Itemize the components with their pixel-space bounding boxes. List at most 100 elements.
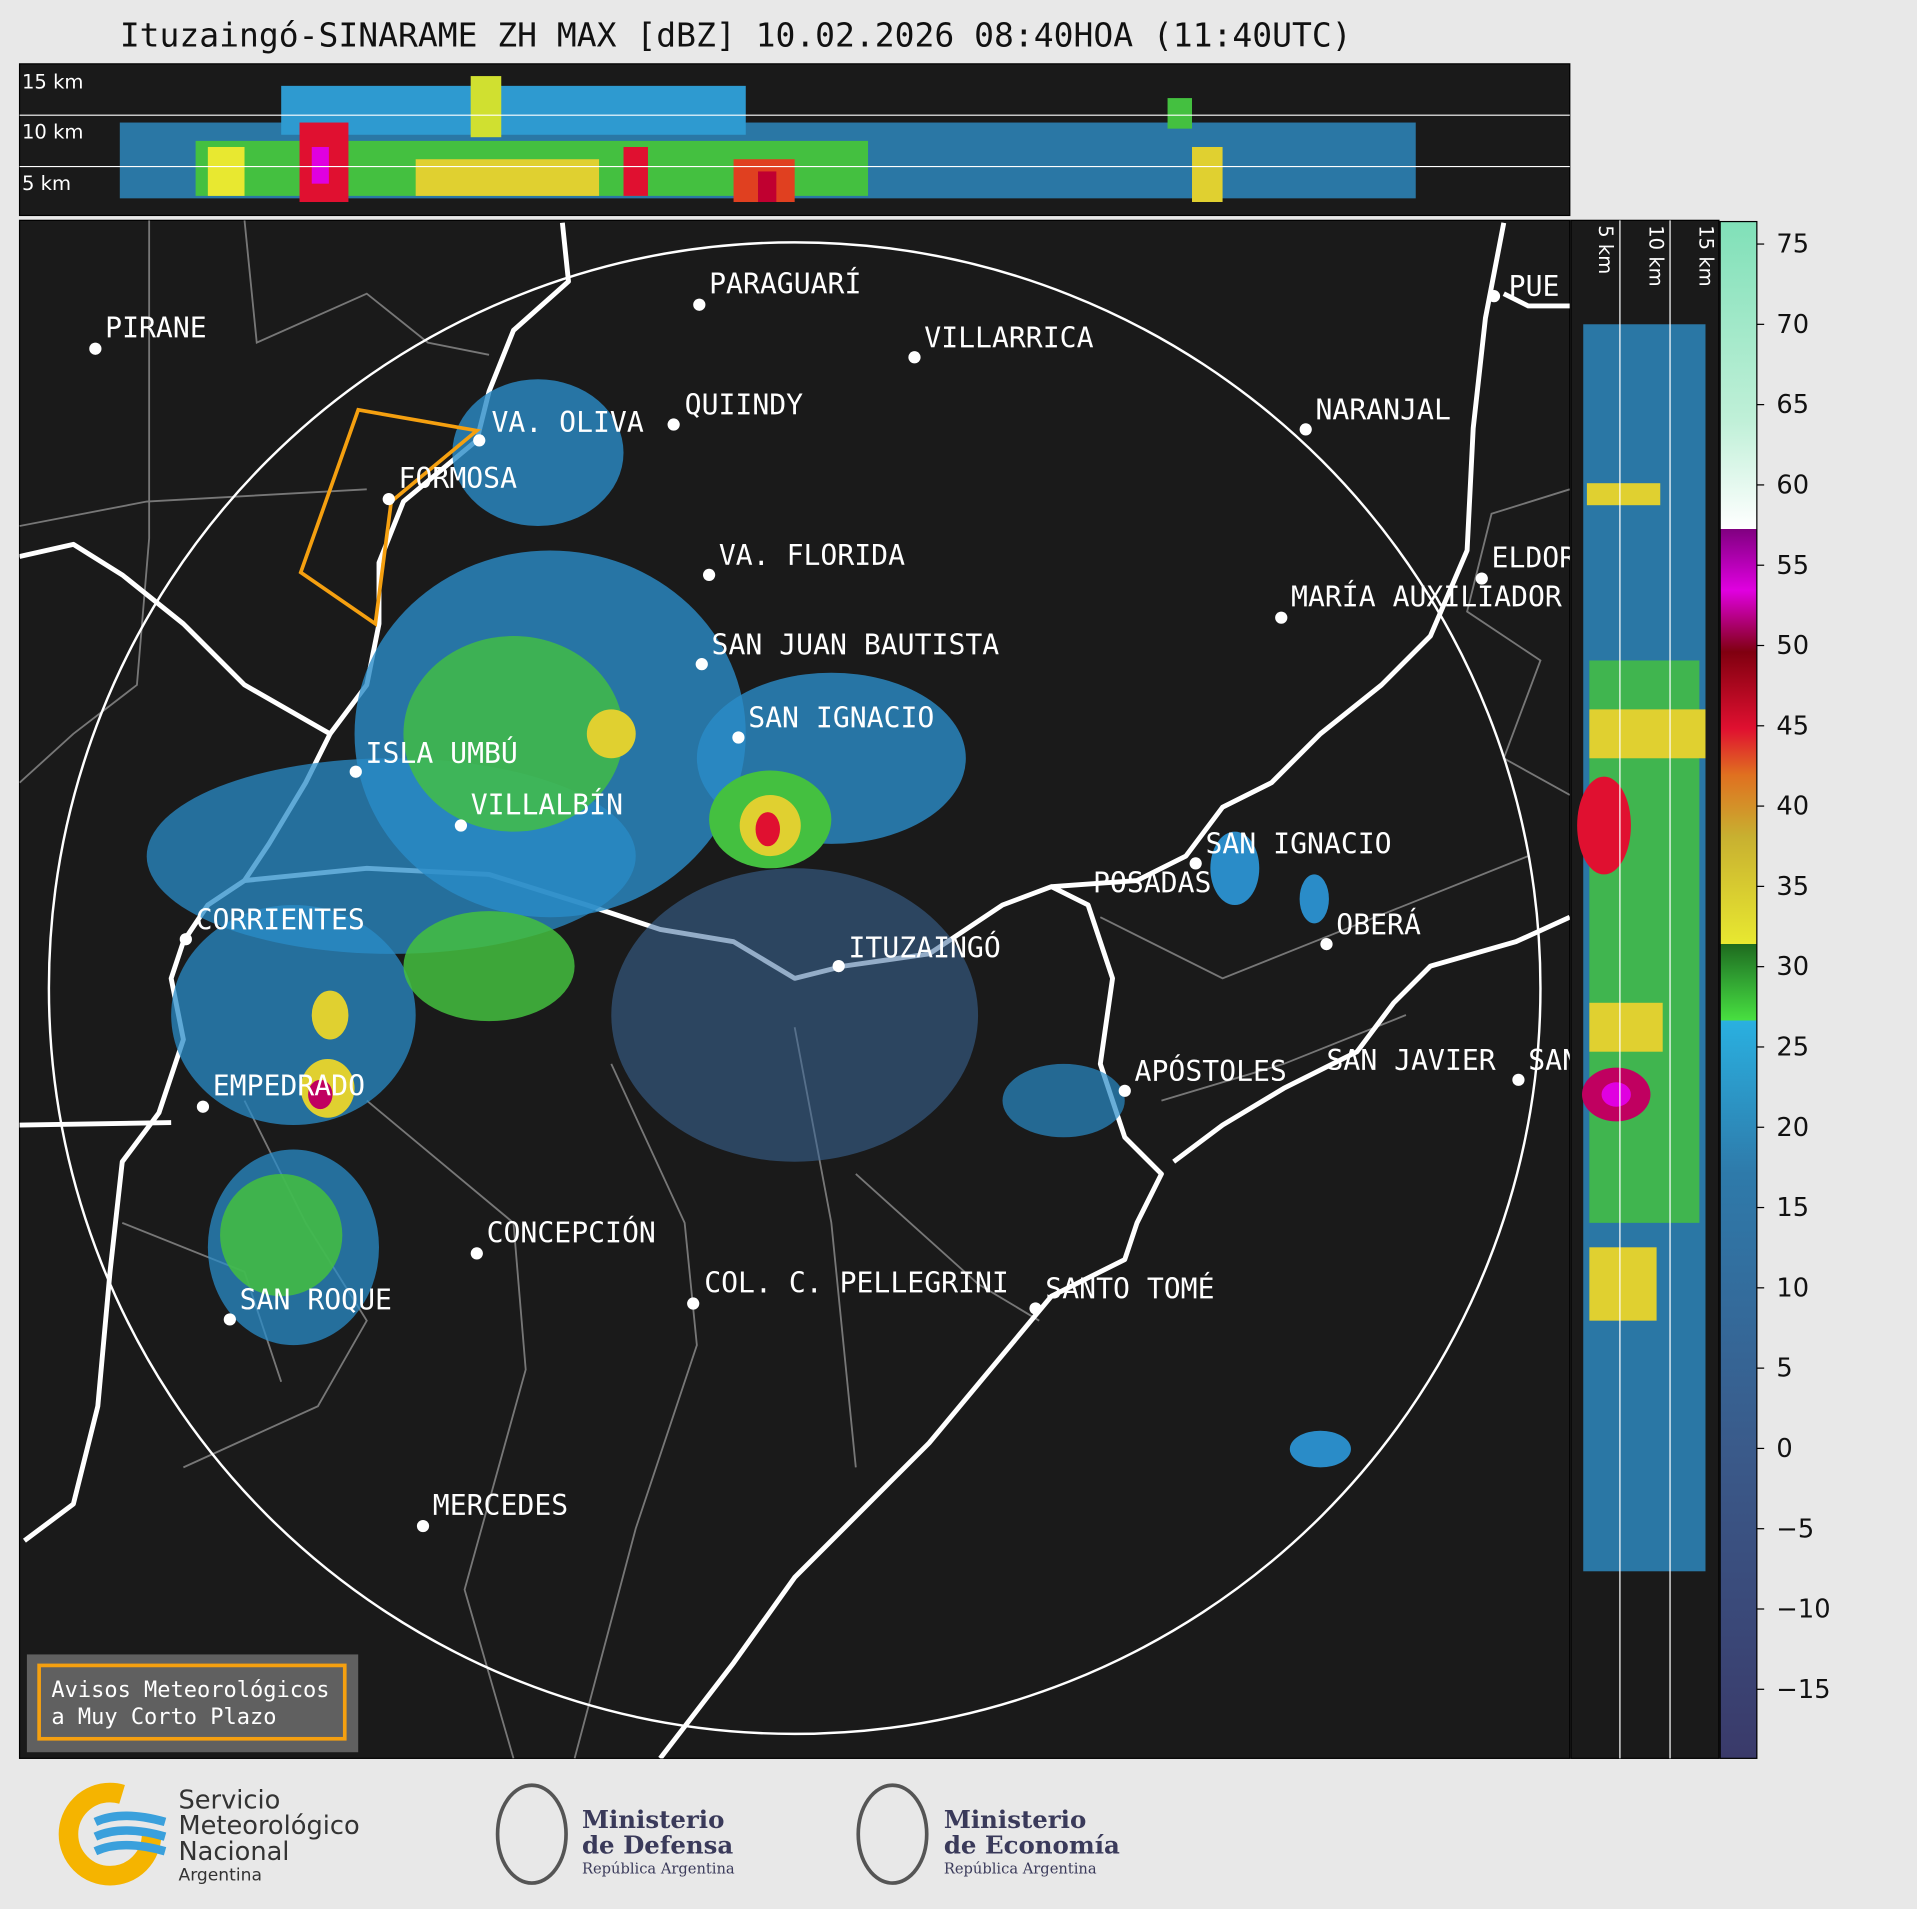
height-label: 5 km <box>1594 225 1617 274</box>
logo-text: de Defensa <box>582 1831 733 1860</box>
colorbar-tick-label: 35 <box>1776 872 1809 902</box>
city-dot <box>1475 572 1488 585</box>
city-label: NARANJAL <box>1315 394 1450 427</box>
city-label: VILLARRICA <box>924 321 1093 354</box>
city-labels: PIRANE PARAGUARÍ VILLARRICA QUIINDY VA. OLIV… <box>89 267 1579 1533</box>
city-dot <box>1487 290 1501 303</box>
city-dot <box>1320 937 1333 951</box>
city-label: SAN IGNACIO <box>1205 828 1391 861</box>
city-label: MARÍA AUXILIADOR <box>1291 580 1562 614</box>
colorbar-tick-label: 0 <box>1776 1434 1792 1464</box>
logo-text: Nacional <box>178 1837 289 1867</box>
city-label: SAN IGNACIO <box>748 702 934 735</box>
colorbar-tick-label: 30 <box>1776 952 1809 982</box>
city-dot <box>454 819 468 832</box>
colorbar-tick-label: 15 <box>1776 1193 1809 1223</box>
city-label: ITUZAINGÓ <box>848 931 1000 965</box>
warning-legend-frame <box>37 1663 347 1741</box>
colorbar <box>1719 220 1758 1759</box>
city-label: VILLALBÍN <box>471 788 623 822</box>
city-label: MERCEDES <box>433 1489 568 1522</box>
defensa-logo: Ministerio de Defensa República Argentin… <box>495 1783 735 1885</box>
city-dot <box>1512 1073 1525 1086</box>
city-label: VA. FLORIDA <box>719 539 905 572</box>
city-label: APÓSTOLES <box>1135 1054 1287 1088</box>
city-label: EMPEDRADO <box>213 1070 365 1103</box>
top-echoes <box>119 76 1416 203</box>
logo-text: de Economía <box>944 1831 1120 1860</box>
height-label: 10 km <box>1644 225 1667 286</box>
city-dot <box>1118 1084 1131 1097</box>
city-dot <box>89 342 102 355</box>
smn-logo: Servicio Meteorológico Nacional Argentin… <box>58 1782 360 1886</box>
colorbar-tick-label: 10 <box>1776 1273 1809 1303</box>
logo-text: República Argentina <box>944 1860 1097 1877</box>
colorbar-tick-label: 65 <box>1776 390 1809 420</box>
colorbar-tick-label: 20 <box>1776 1113 1809 1143</box>
city-dot <box>687 1297 700 1310</box>
city-dot <box>693 298 706 311</box>
city-dot <box>382 492 395 506</box>
city-label: CONCEPCIÓN <box>487 1215 656 1249</box>
height-label: 15 km <box>1694 225 1717 286</box>
warning-legend <box>26 1654 359 1753</box>
city-label: SAN JAVIER <box>1326 1044 1495 1077</box>
city-label: VA. OLIVA <box>491 406 643 439</box>
height-label: 10 km <box>22 120 83 143</box>
city-dot <box>667 418 680 431</box>
side-echoes <box>1577 324 1706 1572</box>
logo-text: Meteorológico <box>178 1811 359 1841</box>
city-dot <box>702 568 716 582</box>
warning-polygon <box>298 407 482 628</box>
colorbar-tick-label: 5 <box>1776 1354 1792 1384</box>
city-label: CORRIENTES <box>196 903 365 936</box>
colorbar-tick-label: 40 <box>1776 792 1809 822</box>
city-dot <box>1029 1302 1042 1315</box>
colorbar-tick-label: 45 <box>1776 711 1809 741</box>
city-dot <box>832 960 845 973</box>
logo-text: Argentina <box>178 1866 261 1886</box>
logo-text: Servicio <box>178 1785 280 1815</box>
city-dot <box>179 933 192 946</box>
warning-legend-text: Avisos Meteorológicos <box>51 1678 329 1703</box>
city-label: ELDOR <box>1492 542 1577 575</box>
warning-legend-text: a Muy Corto Plazo <box>51 1705 276 1730</box>
logo-text: Ministerio <box>944 1805 1086 1834</box>
city-dot <box>1275 611 1288 624</box>
map-layers: PIRANE PARAGUARÍ VILLARRICA QUIINDY VA. OLIV… <box>19 220 1579 1759</box>
colorbar-tick-label: 55 <box>1776 551 1809 581</box>
city-dot <box>223 1313 236 1326</box>
city-label: COL. C. PELLEGRINI <box>704 1267 1009 1300</box>
city-dot <box>732 731 745 744</box>
city-dot <box>196 1100 210 1113</box>
colorbar-tick-label: 70 <box>1776 310 1809 340</box>
title: Ituzaingó-SINARAME ZH MAX [dBZ] 10.02.20… <box>120 16 1352 55</box>
logo-text: República Argentina <box>582 1860 735 1877</box>
city-dot <box>473 434 486 447</box>
colorbar-tick-label: −10 <box>1776 1595 1830 1625</box>
city-dot <box>1299 423 1312 436</box>
city-dot <box>1189 857 1202 870</box>
city-label: SAN <box>1528 1044 1579 1077</box>
colorbar-tick-label: −15 <box>1776 1675 1830 1705</box>
city-label: OBERÁ <box>1336 907 1421 941</box>
city-label: PIRANE <box>105 312 207 345</box>
economia-logo: Ministerio de Economía República Argenti… <box>856 1783 1120 1885</box>
radar-echoes <box>146 379 1351 1468</box>
logo-text: Ministerio <box>582 1805 724 1834</box>
range-ring <box>47 241 1542 1736</box>
city-label: SAN ROQUE <box>240 1284 392 1317</box>
city-dot <box>695 658 708 671</box>
colorbar-tick-label: 75 <box>1776 230 1809 260</box>
colorbar-tick-label: −5 <box>1776 1514 1814 1544</box>
height-label: 15 km <box>22 70 83 93</box>
city-label: SANTO TOMÉ <box>1045 1272 1214 1306</box>
city-dot <box>470 1247 483 1260</box>
city-dot <box>416 1519 430 1533</box>
city-label: SAN JUAN BAUTISTA <box>712 628 1000 661</box>
city-label: FORMOSA <box>399 462 518 495</box>
city-dot <box>349 765 362 778</box>
city-label: QUIINDY <box>685 389 804 422</box>
